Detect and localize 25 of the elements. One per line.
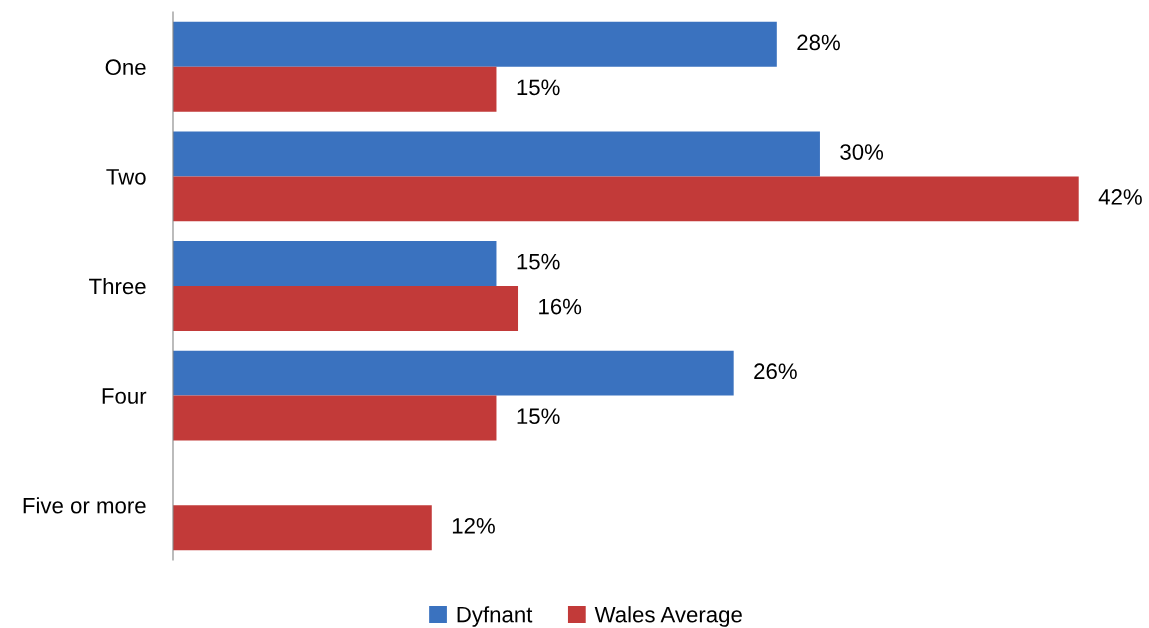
bar xyxy=(173,176,1079,222)
bar xyxy=(173,286,519,331)
data-label: 28% xyxy=(797,34,840,51)
data-label: 16% xyxy=(539,298,582,315)
bar xyxy=(173,21,777,67)
y-tick-label: Five or more xyxy=(23,497,146,514)
data-label: 42% xyxy=(1098,189,1142,205)
bar xyxy=(173,66,497,112)
data-label: 30% xyxy=(840,144,884,160)
legend-label: Wales Average xyxy=(594,606,742,627)
bar xyxy=(173,241,497,286)
data-label: 12% xyxy=(452,517,495,534)
y-tick-label: Four xyxy=(102,388,147,404)
data-label: 15% xyxy=(517,79,560,96)
data-label: 15% xyxy=(517,408,560,425)
data-label: 26% xyxy=(754,363,797,380)
legend-label: Dyfnant xyxy=(457,606,533,627)
bar xyxy=(173,131,820,177)
y-tick-label: Three xyxy=(89,277,146,295)
y-tick-label: One xyxy=(105,59,146,76)
data-label: 15% xyxy=(517,253,560,270)
bar xyxy=(173,350,734,396)
bar xyxy=(173,505,432,551)
y-tick-label: Two xyxy=(106,169,146,185)
bar xyxy=(173,395,497,441)
